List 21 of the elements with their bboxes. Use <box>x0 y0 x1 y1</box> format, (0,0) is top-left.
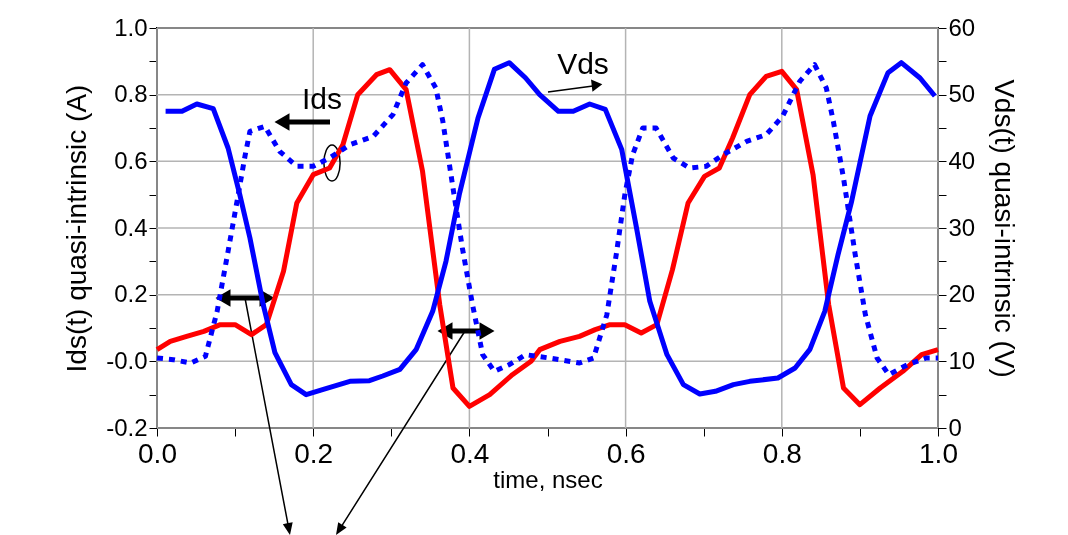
x-axis-title: time, nsec <box>493 465 603 493</box>
annotation: Vds <box>557 47 609 80</box>
x-tick-label: 0.2 <box>294 437 334 469</box>
y2-tick-label: 50 <box>948 80 976 108</box>
y-axis-title: Ids(t) quasi-intrinsic (A) <box>61 84 93 373</box>
x-tick-label: 0.4 <box>450 437 490 469</box>
y2-tick-label: 30 <box>948 213 976 241</box>
y-tick-label: -0.0 <box>106 346 148 374</box>
y-tick-label: 0.4 <box>114 213 148 241</box>
y-tick-label: 0.2 <box>114 280 148 308</box>
x-tick-label: 0.8 <box>762 437 802 469</box>
x-tick-label: 0.6 <box>606 437 646 469</box>
y2-tick-label: 20 <box>948 280 976 308</box>
annotation: Ids <box>301 82 343 115</box>
y-tick-label: 1.0 <box>114 13 148 41</box>
y-tick-label: 0.8 <box>114 80 148 108</box>
y2-tick-label: 40 <box>948 146 976 174</box>
y-tick-label: 0.6 <box>114 146 148 174</box>
y2-tick-label: 60 <box>948 13 976 41</box>
y2-tick-label: 10 <box>948 346 976 374</box>
y2-axis-title: Vds(t) quasi-intrinsic (V) <box>989 79 1021 378</box>
